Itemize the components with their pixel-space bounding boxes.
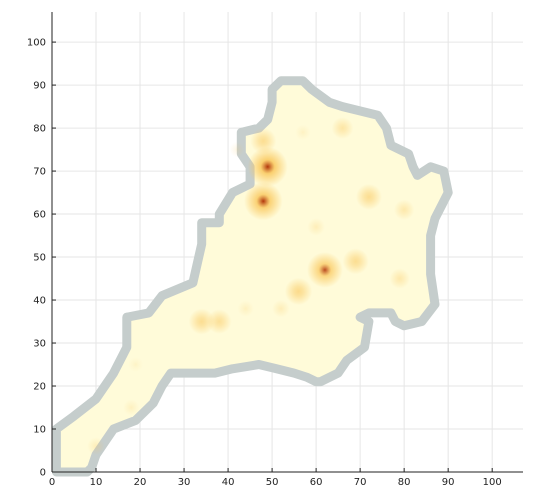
y-tick-label: 20 (33, 382, 46, 393)
x-tick-label: 30 (178, 477, 191, 488)
heat-spot (390, 268, 410, 288)
y-tick-label: 30 (33, 339, 46, 350)
plot-area (56, 81, 448, 472)
y-tick-label: 40 (33, 296, 46, 307)
heat-spot (394, 200, 414, 220)
heat-spot (295, 125, 310, 140)
y-tick-label: 70 (33, 167, 46, 178)
x-tick-label: 10 (90, 477, 103, 488)
heat-spot (332, 117, 354, 139)
y-tick-label: 100 (27, 38, 46, 49)
heat-spot (285, 278, 312, 305)
y-tick-label: 60 (33, 210, 46, 221)
y-tick-label: 10 (33, 425, 46, 436)
y-tick-label: 90 (33, 81, 46, 92)
heat-spot (123, 399, 139, 415)
heat-spot (229, 142, 244, 157)
heat-spot (128, 357, 143, 372)
heat-spot (238, 301, 254, 317)
x-tick-label: 50 (266, 477, 279, 488)
y-tick-label: 50 (33, 253, 46, 264)
x-tick-label: 20 (134, 477, 147, 488)
y-tick-label: 0 (40, 468, 46, 479)
x-tick-label: 60 (310, 477, 323, 488)
x-tick-label: 40 (222, 477, 235, 488)
heat-spot (307, 252, 343, 288)
heat-spot (250, 128, 276, 154)
heat-spot (244, 182, 283, 221)
x-tick-label: 0 (49, 477, 55, 488)
heat-spot (207, 309, 232, 334)
x-tick-label: 80 (398, 477, 411, 488)
heat-spot (272, 300, 290, 318)
y-tick-label: 80 (33, 124, 46, 135)
heat-spot (343, 248, 369, 274)
x-tick-label: 90 (442, 477, 455, 488)
heat-spot (356, 184, 382, 210)
heat-spot (87, 437, 105, 455)
x-tick-label: 100 (483, 477, 502, 488)
heat-spot (307, 218, 325, 236)
x-tick-label: 70 (354, 477, 367, 488)
